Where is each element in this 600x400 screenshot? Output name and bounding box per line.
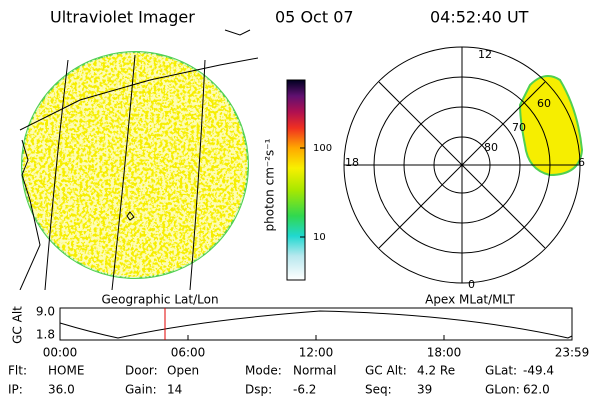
field-value: 39 — [417, 383, 432, 397]
lat-label: 60 — [537, 97, 551, 110]
orbit-ytick: 1.8 — [36, 328, 55, 342]
field-label: Door: — [125, 364, 158, 378]
lat-label: 70 — [512, 121, 526, 134]
mlt-label: 6 — [578, 156, 585, 169]
field-label: GLat: — [485, 364, 517, 378]
panel-label: Apex MLat/MLT — [425, 293, 515, 307]
instrument: Ultraviolet Imager — [50, 8, 195, 27]
orbit-xtick-label: 23:59 — [555, 346, 590, 360]
field-value: Normal — [293, 364, 336, 378]
date: 05 Oct 07 — [275, 8, 354, 27]
field-value: 14 — [167, 383, 182, 397]
lat-label: 80 — [484, 141, 498, 154]
orbit-xtick-label: 00:00 — [43, 346, 78, 360]
field-label: Dsp: — [245, 383, 272, 397]
orbit-ytick: 9.0 — [36, 305, 55, 319]
mlt-label: 12 — [478, 48, 492, 61]
field-label: Seq: — [365, 383, 392, 397]
time: 04:52:40 UT — [430, 8, 529, 27]
geographic-image — [19, 29, 258, 290]
field-value: HOME — [48, 364, 84, 378]
colorbar-label: photon cm⁻²s⁻¹ — [263, 138, 277, 231]
field-label: IP: — [8, 383, 23, 397]
orbit-xtick-label: 18:00 — [427, 346, 462, 360]
field-label: Gain: — [125, 383, 157, 397]
orbit-ylabel: GC Alt — [11, 306, 25, 344]
field-value: 62.0 — [523, 383, 550, 397]
field-value: Open — [167, 364, 199, 378]
panel-label: Geographic Lat/Lon — [101, 293, 218, 307]
field-label: Mode: — [245, 364, 282, 378]
field-value: 4.2 Re — [417, 364, 455, 378]
orbit-xtick-label: 06:00 — [171, 346, 206, 360]
field-label: Flt: — [8, 364, 27, 378]
orbit-xtick-label: 12:00 — [299, 346, 334, 360]
mlt-label: 0 — [468, 278, 475, 291]
field-value: -6.2 — [293, 383, 316, 397]
field-label: GLon: — [485, 383, 520, 397]
colorbar-tick-label: 10 — [313, 232, 326, 243]
field-label: GC Alt: — [365, 364, 407, 378]
altitude-curve — [59, 310, 573, 339]
mlt-label: 18 — [345, 156, 359, 169]
colorbar-tick-label: 100 — [313, 143, 332, 154]
polar-plot — [343, 46, 584, 284]
colorbar — [286, 79, 306, 281]
field-value: 36.0 — [48, 383, 75, 397]
field-value: -49.4 — [523, 364, 554, 378]
